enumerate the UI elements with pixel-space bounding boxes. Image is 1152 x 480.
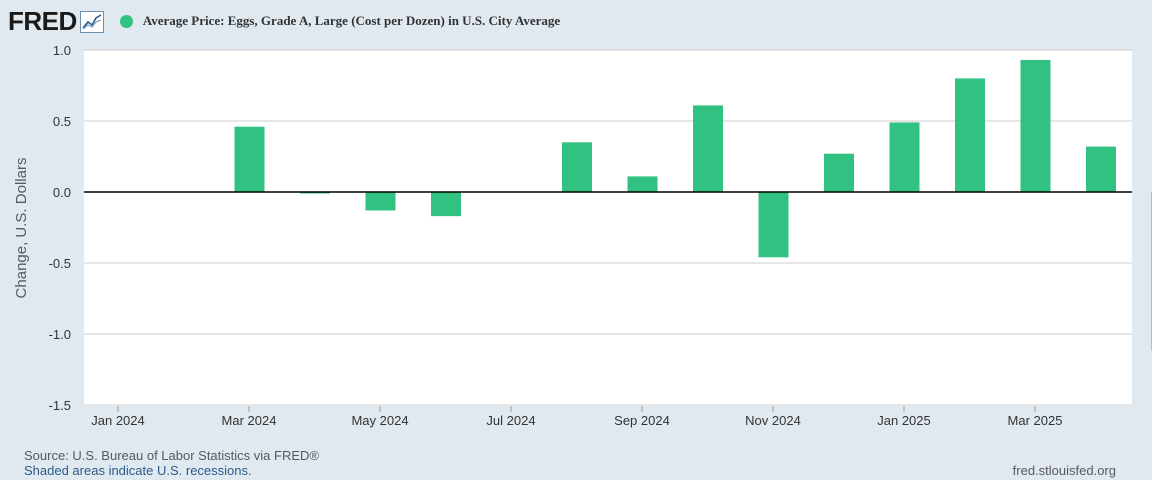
- x-tick-label: Mar 2024: [222, 413, 277, 428]
- gridlines: [84, 49, 1132, 406]
- recession-note[interactable]: Shaded areas indicate U.S. recessions.: [24, 463, 252, 478]
- x-tick-label: Jan 2024: [91, 413, 145, 428]
- x-tick-label: May 2024: [351, 413, 408, 428]
- y-tick-label: 0.5: [53, 114, 71, 129]
- bar-feb-2025[interactable]: [1020, 59, 1051, 192]
- y-axis-label: Change, U.S. Dollars: [13, 158, 30, 299]
- bar-oct-2024[interactable]: [758, 192, 789, 258]
- source-note: Source: U.S. Bureau of Labor Statistics …: [24, 448, 319, 463]
- bar-sep-2024[interactable]: [693, 105, 723, 192]
- bar-may-2024[interactable]: [431, 192, 461, 217]
- bar-dec-2024[interactable]: [889, 122, 920, 192]
- y-tick-label: -1.0: [49, 327, 71, 342]
- site-link[interactable]: fred.stlouisfed.org: [1012, 463, 1116, 478]
- x-tick-label: Nov 2024: [745, 413, 801, 428]
- fred-logo[interactable]: FRED: [8, 6, 77, 36]
- y-tick-labels: 1.0 0.5 0.0 -0.5 -1.0 -1.5: [49, 43, 71, 413]
- y-tick-label: 0.0: [53, 185, 71, 200]
- bar-jan-2025[interactable]: [955, 78, 985, 192]
- y-tick-label: 1.0: [53, 43, 71, 58]
- bar-aug-2024[interactable]: [627, 176, 658, 192]
- bar-apr-2024[interactable]: [365, 192, 396, 211]
- y-tick-label: -1.5: [49, 398, 71, 413]
- chart-title[interactable]: Average Price: Eggs, Grade A, Large (Cos…: [142, 13, 561, 28]
- legend-marker: [119, 14, 133, 28]
- x-tick-label: Sep 2024: [614, 413, 670, 428]
- x-tick-label: Jul 2024: [486, 413, 535, 428]
- bar-mar-2025[interactable]: [1086, 146, 1116, 192]
- header: FRED Average Price: Eggs, Grade A, Large…: [8, 6, 560, 36]
- bar-jul-2024[interactable]: [562, 142, 592, 192]
- x-tick-labels: Jan 2024 Mar 2024 May 2024 Jul 2024 Sep 2024…: [91, 406, 1062, 428]
- y-tick-label: -0.5: [49, 256, 71, 271]
- x-tick-label: Jan 2025: [877, 413, 931, 428]
- bar-nov-2024[interactable]: [824, 153, 854, 192]
- bar-feb-2024[interactable]: [234, 126, 265, 192]
- x-tick-label: Mar 2025: [1008, 413, 1063, 428]
- bars: [234, 59, 1152, 352]
- footer-notes: Source: U.S. Bureau of Labor Statistics …: [24, 448, 319, 478]
- chart-line-icon: [79, 11, 104, 33]
